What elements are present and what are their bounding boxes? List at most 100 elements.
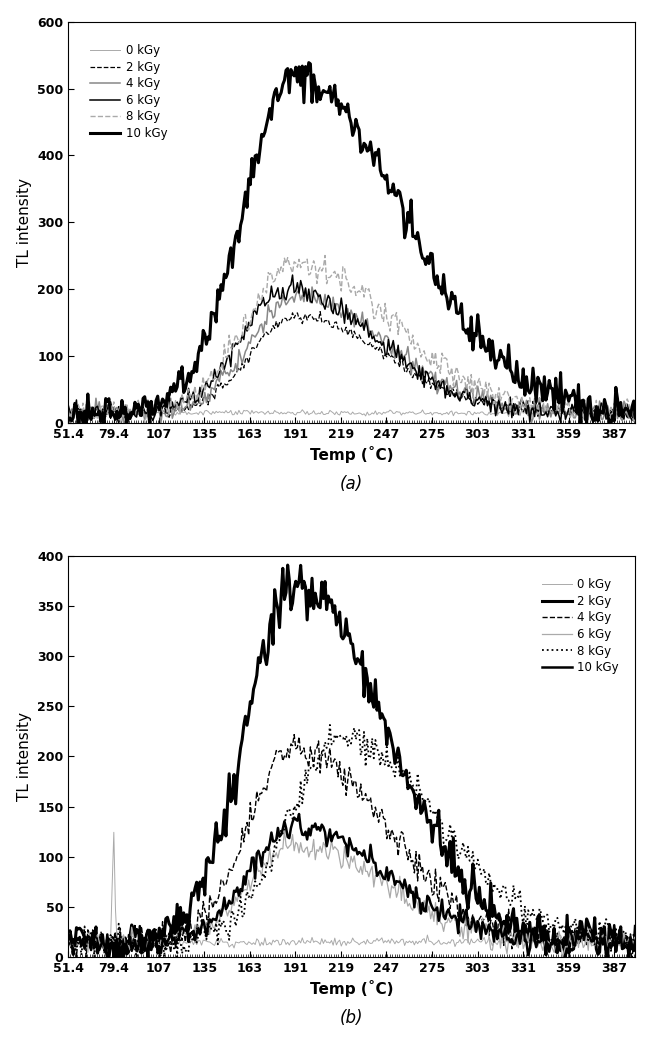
X-axis label: Temp (˚C): Temp (˚C) [310,981,394,997]
6 kGy [329,308,337,320]
10 kGy [305,56,313,69]
2 kGy [65,937,72,950]
0 kGy [505,410,512,423]
4 kGy [370,330,378,343]
2 kGy [327,321,335,334]
2 kGy [329,606,337,618]
8 kGy [402,326,410,339]
Line: 4 kGy: 4 kGy [68,287,635,423]
2 kGy [284,559,291,571]
4 kGy [631,407,639,420]
6 kGy [631,929,639,941]
2 kGy [631,404,639,417]
Line: 0 kGy: 0 kGy [68,832,635,948]
2 kGy [627,935,634,948]
8 kGy [217,361,225,373]
6 kGy [217,356,225,369]
Line: 10 kGy: 10 kGy [68,814,635,956]
4 kGy [290,728,298,741]
8 kGy [329,738,337,750]
0 kGy [402,935,410,948]
8 kGy [631,939,639,952]
0 kGy [370,934,378,947]
4 kGy [72,951,80,963]
8 kGy [627,928,634,940]
0 kGy [299,403,306,416]
0 kGy [631,937,639,950]
4 kGy [65,405,72,418]
8 kGy [65,936,72,949]
4 kGy [627,945,634,958]
Line: 8 kGy: 8 kGy [68,256,635,423]
0 kGy [368,406,376,419]
10 kGy [217,909,225,922]
Legend: 0 kGy, 2 kGy, 4 kGy, 6 kGy, 8 kGy, 10 kGy: 0 kGy, 2 kGy, 4 kGy, 6 kGy, 8 kGy, 10 kG… [85,39,172,144]
6 kGy [65,926,72,938]
10 kGy [627,931,634,943]
8 kGy [326,719,334,731]
6 kGy [217,902,225,914]
4 kGy [610,940,618,953]
6 kGy [91,951,98,963]
6 kGy [289,269,297,282]
4 kGy [402,845,410,857]
0 kGy [329,939,337,952]
Text: (b): (b) [340,1009,364,1028]
0 kGy [627,407,634,420]
4 kGy [610,410,618,423]
0 kGy [65,939,72,952]
6 kGy [627,936,634,949]
2 kGy [370,701,378,714]
10 kGy [217,278,225,291]
2 kGy [216,381,224,394]
10 kGy [370,159,378,171]
0 kGy [216,405,224,418]
8 kGy [95,417,103,429]
10 kGy [402,880,410,893]
Line: 8 kGy: 8 kGy [68,725,635,957]
8 kGy [610,929,618,941]
Line: 2 kGy: 2 kGy [68,565,635,957]
10 kGy [627,409,634,422]
2 kGy [610,923,618,935]
2 kGy [368,341,376,353]
10 kGy [65,415,72,427]
4 kGy [402,348,410,361]
Line: 6 kGy: 6 kGy [68,830,635,957]
10 kGy [610,415,618,427]
Line: 10 kGy: 10 kGy [68,62,635,423]
0 kGy [631,406,639,419]
2 kGy [631,921,639,933]
8 kGy [627,408,634,421]
Legend: 0 kGy, 2 kGy, 4 kGy, 6 kGy, 8 kGy, 10 kGy: 0 kGy, 2 kGy, 4 kGy, 6 kGy, 8 kGy, 10 kG… [537,574,624,678]
Line: 2 kGy: 2 kGy [68,312,635,419]
8 kGy [370,752,378,765]
6 kGy [402,893,410,905]
6 kGy [402,362,410,374]
6 kGy [280,824,288,836]
8 kGy [631,399,639,411]
0 kGy [401,407,409,420]
Line: 4 kGy: 4 kGy [68,735,635,957]
6 kGy [329,843,337,855]
0 kGy [217,932,225,944]
8 kGy [370,313,378,325]
2 kGy [402,764,410,776]
6 kGy [65,399,72,411]
4 kGy [66,417,74,429]
6 kGy [631,406,639,419]
10 kGy [329,88,337,101]
0 kGy [230,941,238,954]
2 kGy [609,411,617,424]
Text: (a): (a) [340,475,363,494]
8 kGy [402,768,410,780]
8 kGy [610,397,618,409]
6 kGy [370,881,378,894]
4 kGy [308,281,316,293]
0 kGy [110,826,118,838]
0 kGy [627,936,634,949]
4 kGy [370,811,378,824]
10 kGy [295,807,303,820]
8 kGy [91,951,98,963]
4 kGy [329,756,337,769]
